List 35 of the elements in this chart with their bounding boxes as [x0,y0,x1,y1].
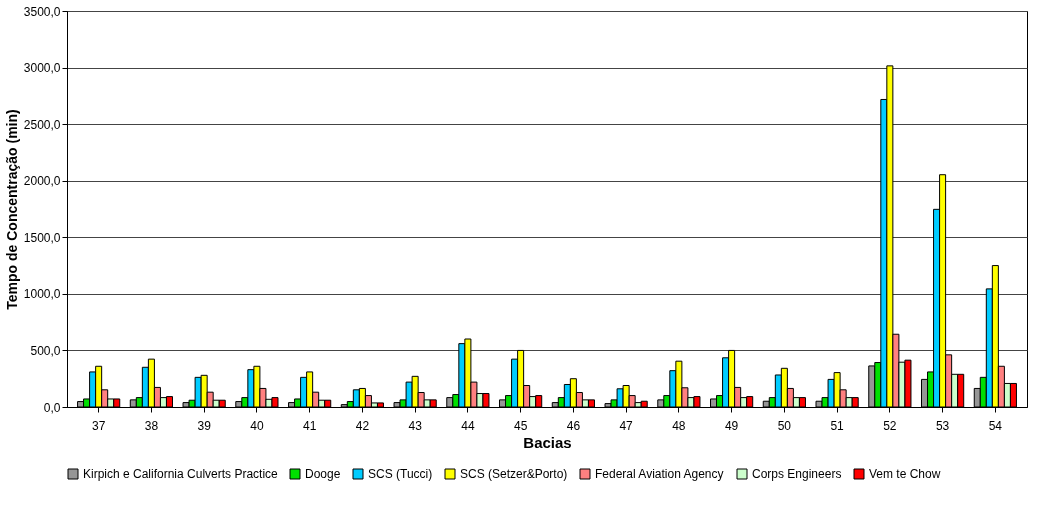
x-tick-label: 39 [197,418,212,433]
x-tick-label: 42 [355,418,370,433]
legend-label: Dooge [305,467,341,481]
x-tick-label: 50 [777,418,792,433]
legend-label: Vem te Chow [869,467,941,481]
legend-label: Federal Aviation Agency [595,467,724,481]
x-tick-label: 46 [566,418,581,433]
x-tick-label: 48 [672,418,686,433]
x-tick-label: 53 [935,418,950,433]
legend-label: SCS (Setzer&Porto) [460,467,568,481]
x-tick-label: 47 [619,418,634,433]
y-tick-label: 3000,0 [23,61,61,76]
x-tick-label: 51 [830,418,845,433]
legend-label: SCS (Tucci) [368,467,433,481]
y-tick-label: 2000,0 [23,174,61,189]
x-tick-label: 38 [144,418,159,433]
x-tick-label: 41 [302,418,317,433]
legend-label: Corps Engineers [752,467,842,481]
x-tick-label: 40 [250,418,264,433]
x-tick-label: 44 [461,418,475,433]
x-tick-label: 54 [988,418,1003,433]
y-tick-label: 500,0 [30,343,61,358]
y-tick-label: 3500,0 [23,4,61,19]
x-axis-title: Bacias [523,433,572,451]
y-tick-label: 1000,0 [23,287,61,302]
x-tick-label: 45 [513,418,528,433]
x-tick-label: 37 [91,418,106,433]
x-tick-label: 43 [408,418,423,433]
y-tick-label: 2500,0 [23,117,61,132]
x-tick-label: 52 [883,418,897,433]
y-tick-label: 0,0 [43,400,61,415]
y-axis-title: Tempo de Concentração (min) [3,109,20,310]
legend-label: Kirpich e California Culverts Practice [83,467,279,481]
x-tick-label: 49 [724,418,739,433]
y-tick-label: 1500,0 [23,230,61,245]
